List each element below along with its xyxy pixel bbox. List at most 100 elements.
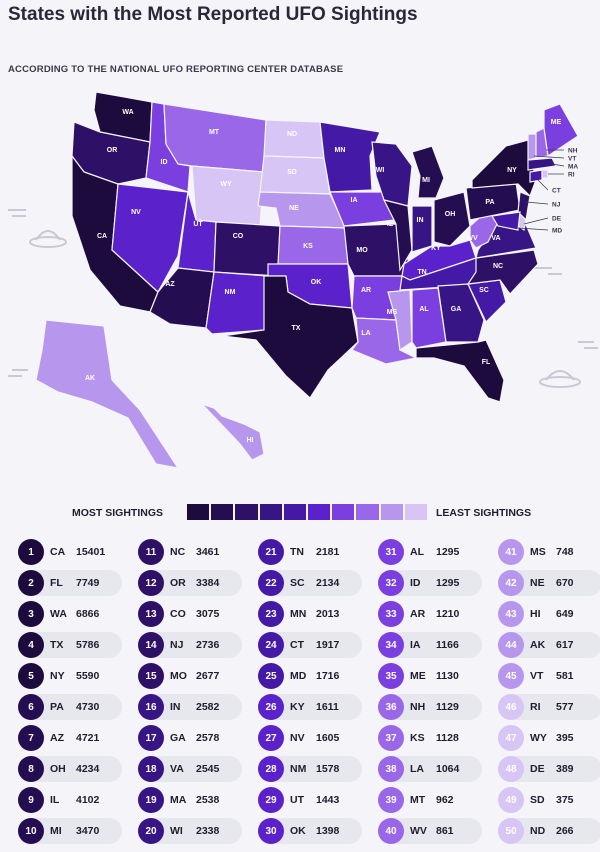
legend-swatch	[404, 504, 428, 520]
ranking-row: 46 RI 577	[498, 694, 600, 720]
state-label-ak: AK	[85, 375, 95, 382]
state-code: SC	[290, 577, 305, 589]
rank-badge: 2	[18, 570, 44, 596]
sighting-count: 861	[436, 825, 454, 837]
sighting-count: 1295	[436, 577, 460, 589]
ranking-row: 41 MS 748	[498, 539, 600, 565]
ranking-row: 30 OK 1398	[258, 818, 362, 844]
state-label-sc: SC	[479, 287, 489, 294]
sighting-count: 15401	[76, 546, 106, 558]
page-title: States with the Most Reported UFO Sighti…	[8, 4, 418, 25]
sighting-count: 2736	[196, 639, 220, 651]
rank-badge: 42	[498, 570, 524, 596]
state-code: CT	[290, 639, 304, 651]
state-label-ut: UT	[193, 221, 203, 228]
state-label-az: AZ	[165, 281, 175, 288]
state-code: IN	[170, 701, 181, 713]
state-me	[543, 103, 579, 158]
us-choropleth-map: WA OR CA ID NV MT WY UT AZ CO NM ND SD NE KS OK TX MN IA MO…	[8, 91, 598, 469]
rank-badge: 39	[378, 787, 404, 813]
legend-swatch	[283, 504, 307, 520]
state-label-co: CO	[233, 233, 244, 240]
state-code: KS	[410, 732, 425, 744]
ranking-row: 9 IL 4102	[18, 787, 122, 813]
rank-badge: 40	[378, 818, 404, 844]
sighting-count: 1716	[316, 670, 340, 682]
ranking-row: 39 MT 962	[378, 787, 482, 813]
state-code: KY	[290, 701, 305, 713]
ranking-row: 25 MD 1716	[258, 663, 362, 689]
state-label-hi: HI	[247, 437, 254, 444]
rank-badge: 4	[18, 632, 44, 658]
ranking-row: 21 TN 2181	[258, 539, 362, 565]
sighting-count: 748	[556, 546, 574, 558]
rank-badge: 16	[138, 694, 164, 720]
rank-badge: 29	[258, 787, 284, 813]
state-code: SD	[530, 794, 545, 806]
sighting-count: 5590	[76, 670, 100, 682]
callout-line	[537, 179, 549, 191]
state-code: OK	[290, 825, 306, 837]
sighting-count: 649	[556, 608, 574, 620]
sighting-count: 3075	[196, 608, 220, 620]
sighting-count: 617	[556, 639, 574, 651]
state-code: ID	[410, 577, 421, 589]
rank-badge: 18	[138, 756, 164, 782]
state-code: IL	[50, 794, 60, 806]
rank-badge: 3	[18, 601, 44, 627]
legend-swatch	[235, 504, 258, 520]
state-code: AZ	[50, 732, 64, 744]
rank-badge: 41	[498, 539, 524, 565]
callout-line	[525, 201, 549, 205]
state-code: NY	[50, 670, 65, 682]
state-code: NM	[290, 763, 307, 775]
rank-badge: 34	[378, 632, 404, 658]
rank-badge: 30	[258, 818, 284, 844]
state-code: HI	[530, 608, 541, 620]
rank-badge: 7	[18, 725, 44, 751]
state-code: AR	[410, 608, 426, 620]
sighting-count: 1578	[316, 763, 340, 775]
state-code: MA	[170, 794, 187, 806]
sighting-count: 2578	[196, 732, 220, 744]
rank-badge: 43	[498, 601, 524, 627]
ranking-row: 33 AR 1210	[378, 601, 482, 627]
sighting-count: 1210	[436, 608, 460, 620]
rank-badge: 27	[258, 725, 284, 751]
state-nd	[263, 119, 325, 159]
state-code: OH	[50, 763, 66, 775]
legend-swatch	[259, 504, 282, 520]
state-code: ME	[410, 670, 426, 682]
rank-badge: 32	[378, 570, 404, 596]
ranking-row: 38 LA 1064	[378, 756, 482, 782]
state-label-ky: KY	[431, 245, 441, 252]
ranking-row: 13 CO 3075	[138, 601, 242, 627]
ranking-row: 1 CA 15401	[18, 539, 122, 565]
state-wy	[191, 165, 265, 227]
rank-badge: 23	[258, 601, 284, 627]
state-nm	[205, 271, 269, 335]
rank-badge: 49	[498, 787, 524, 813]
state-code: TN	[290, 546, 304, 558]
state-label-id: ID	[161, 159, 168, 166]
state-label-mn: MN	[335, 147, 346, 154]
state-label-ok: OK	[311, 279, 322, 286]
state-mi	[411, 145, 445, 199]
sighting-count: 2134	[316, 577, 340, 589]
state-tx	[221, 275, 359, 399]
rank-badge: 31	[378, 539, 404, 565]
state-label-ms: MS	[387, 309, 398, 316]
sighting-count: 1130	[436, 670, 459, 682]
legend-swatch	[211, 504, 234, 520]
ranking-row: 16 IN 2582	[138, 694, 242, 720]
state-code: GA	[170, 732, 186, 744]
state-code: ND	[530, 825, 546, 837]
rank-badge: 44	[498, 632, 524, 658]
state-label-ga: GA	[451, 306, 462, 313]
sighting-count: 4102	[76, 794, 100, 806]
state-label-wy: WY	[220, 181, 232, 188]
state-label-tx: TX	[292, 325, 301, 332]
rank-badge: 48	[498, 756, 524, 782]
state-code: MS	[530, 546, 546, 558]
rank-badge: 1	[18, 539, 44, 565]
